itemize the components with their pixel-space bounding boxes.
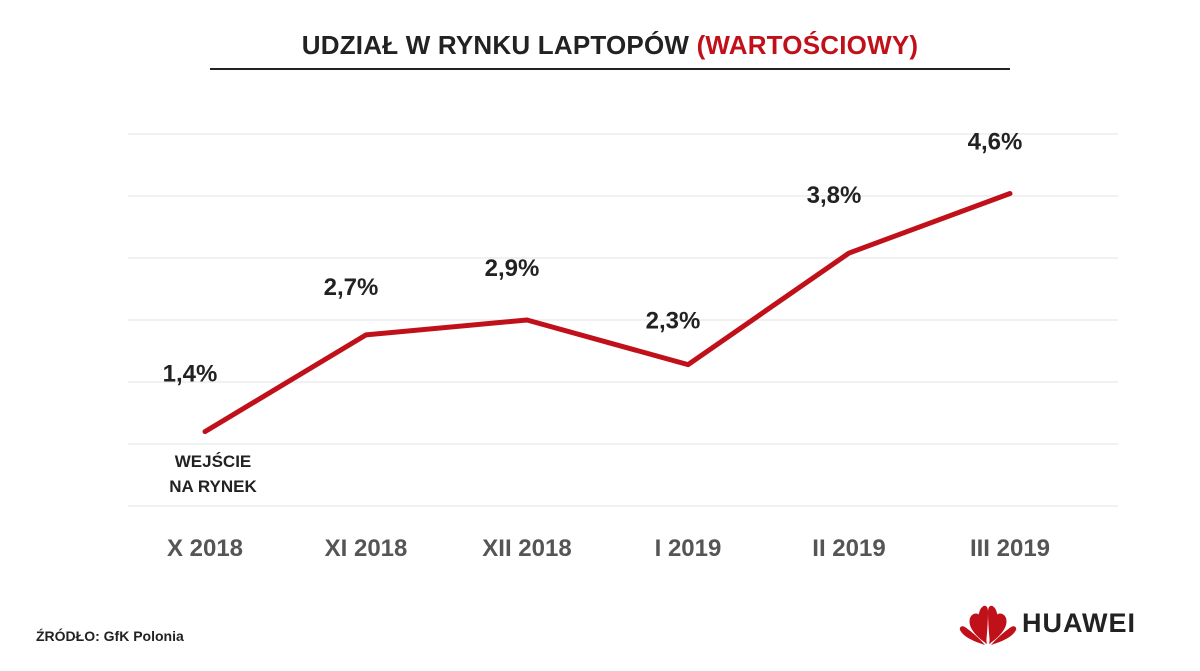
x-tick-label: XII 2018 bbox=[482, 535, 571, 562]
annotation-line: NA RYNEK bbox=[169, 477, 257, 496]
x-tick-label: XI 2018 bbox=[325, 535, 408, 562]
gridlines bbox=[128, 134, 1118, 506]
x-tick-label: III 2019 bbox=[970, 535, 1050, 562]
series-line bbox=[205, 194, 1010, 432]
x-axis-tick-labels: X 2018 XI 2018 XII 2018 I 2019 II 2019 III 20… bbox=[167, 535, 1050, 562]
annotation-line: WEJŚCIE bbox=[175, 452, 252, 471]
data-label: 2,9% bbox=[485, 255, 540, 282]
source-note: ŹRÓDŁO: GfK Polonia bbox=[36, 628, 184, 644]
annotation: WEJŚCIE NA RYNEK bbox=[169, 452, 257, 496]
x-tick-label: II 2019 bbox=[812, 535, 885, 562]
data-label: 1,4% bbox=[163, 361, 218, 388]
brand-name: HUAWEI bbox=[1022, 608, 1136, 639]
data-label: 2,7% bbox=[324, 274, 379, 301]
data-label: 3,8% bbox=[807, 182, 862, 209]
x-tick-label: X 2018 bbox=[167, 535, 243, 562]
series-market-share bbox=[205, 194, 1010, 432]
x-tick-label: I 2019 bbox=[655, 535, 722, 562]
data-label: 2,3% bbox=[646, 308, 701, 335]
huawei-logo-icon bbox=[958, 598, 1018, 648]
data-label: 4,6% bbox=[968, 129, 1023, 156]
